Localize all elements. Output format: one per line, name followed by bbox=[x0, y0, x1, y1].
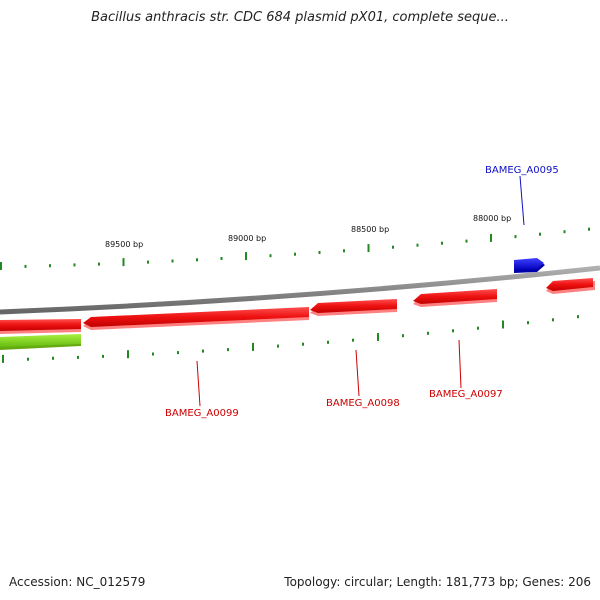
tick-mark bbox=[98, 262, 100, 266]
tick-mark bbox=[73, 263, 76, 267]
tick-mark bbox=[196, 258, 198, 262]
outer-tick-ring bbox=[0, 227, 590, 270]
tick-mark bbox=[177, 351, 179, 355]
tick-mark bbox=[52, 356, 54, 360]
tick-mark bbox=[122, 258, 125, 267]
tick-mark bbox=[0, 262, 2, 270]
gene-label-BAMEG_A0097[interactable]: BAMEG_A0097 bbox=[429, 389, 503, 400]
summary-text: Topology: circular; Length: 181,773 bp; … bbox=[284, 575, 591, 589]
tick-mark bbox=[318, 251, 321, 254]
tick-mark bbox=[588, 227, 590, 231]
tick-mark bbox=[202, 349, 204, 353]
accession-text: Accession: NC_012579 bbox=[9, 575, 146, 589]
tick-mark bbox=[245, 252, 247, 261]
tick-mark bbox=[402, 334, 404, 338]
tick-mark bbox=[269, 254, 272, 258]
tick-mark bbox=[2, 354, 4, 363]
gene-arrow-BAMEG_A0098[interactable] bbox=[310, 299, 397, 316]
tick-mark bbox=[427, 331, 429, 335]
gene-arrow-BAMEG_A0097[interactable] bbox=[413, 289, 497, 307]
tick-mark bbox=[252, 342, 254, 351]
gene-arrow-BAMEG_A0099[interactable] bbox=[83, 307, 309, 330]
bp-label-89000: 89000 bp bbox=[228, 234, 266, 243]
tick-mark bbox=[352, 338, 354, 342]
tick-mark bbox=[127, 350, 129, 359]
gene-label-BAMEG_A0095[interactable]: BAMEG_A0095 bbox=[485, 165, 559, 176]
gene-label-BAMEG_A0098[interactable]: BAMEG_A0098 bbox=[326, 398, 400, 409]
tick-mark bbox=[477, 326, 479, 330]
tick-mark bbox=[441, 241, 443, 245]
gene-arrow-left-fragment[interactable] bbox=[0, 319, 81, 334]
tick-mark bbox=[220, 257, 223, 260]
tick-mark bbox=[552, 318, 554, 322]
leader-line-BAMEG_A0099 bbox=[196, 360, 201, 407]
backbone-ring bbox=[0, 265, 600, 315]
bp-label-89500: 89500 bp bbox=[105, 240, 143, 249]
bp-label-88500: 88500 bp bbox=[351, 225, 389, 234]
gene-label-BAMEG_A0099[interactable]: BAMEG_A0099 bbox=[165, 408, 239, 419]
leader-line-BAMEG_A0095 bbox=[519, 175, 525, 226]
gene-arrow-right-fragment[interactable] bbox=[546, 278, 595, 294]
tick-mark bbox=[327, 340, 329, 344]
gene-arrow-BAMEG_A0095[interactable] bbox=[514, 258, 545, 273]
tick-mark bbox=[277, 344, 279, 348]
tick-mark bbox=[527, 321, 529, 325]
tick-mark bbox=[102, 354, 104, 358]
tick-mark bbox=[514, 235, 517, 239]
tick-mark bbox=[343, 249, 345, 253]
leader-line-BAMEG_A0098 bbox=[355, 349, 360, 397]
tick-mark bbox=[302, 342, 304, 346]
tick-mark bbox=[147, 260, 149, 264]
tick-mark bbox=[490, 233, 492, 242]
inner-tick-ring bbox=[2, 315, 579, 363]
tick-mark bbox=[452, 329, 454, 333]
tick-mark bbox=[539, 232, 541, 236]
tick-mark bbox=[577, 315, 579, 319]
tick-mark bbox=[416, 243, 419, 247]
tick-mark bbox=[465, 239, 468, 243]
tick-mark bbox=[392, 245, 394, 249]
tick-mark bbox=[377, 333, 379, 341]
tick-mark bbox=[77, 355, 79, 359]
tick-mark bbox=[502, 320, 504, 329]
tick-mark bbox=[49, 264, 51, 268]
tick-mark bbox=[171, 259, 174, 263]
feature-green[interactable] bbox=[0, 334, 81, 350]
map-title: Bacillus anthracis str. CDC 684 plasmid … bbox=[91, 10, 509, 25]
tick-mark bbox=[152, 352, 154, 356]
leader-line-BAMEG_A0097 bbox=[458, 339, 462, 389]
tick-mark bbox=[294, 252, 296, 256]
tick-mark bbox=[563, 230, 566, 234]
bp-label-88000: 88000 bp bbox=[473, 214, 511, 223]
tick-mark bbox=[227, 348, 229, 352]
tick-mark bbox=[27, 357, 29, 361]
tick-mark bbox=[367, 244, 370, 253]
tick-mark bbox=[24, 264, 27, 268]
